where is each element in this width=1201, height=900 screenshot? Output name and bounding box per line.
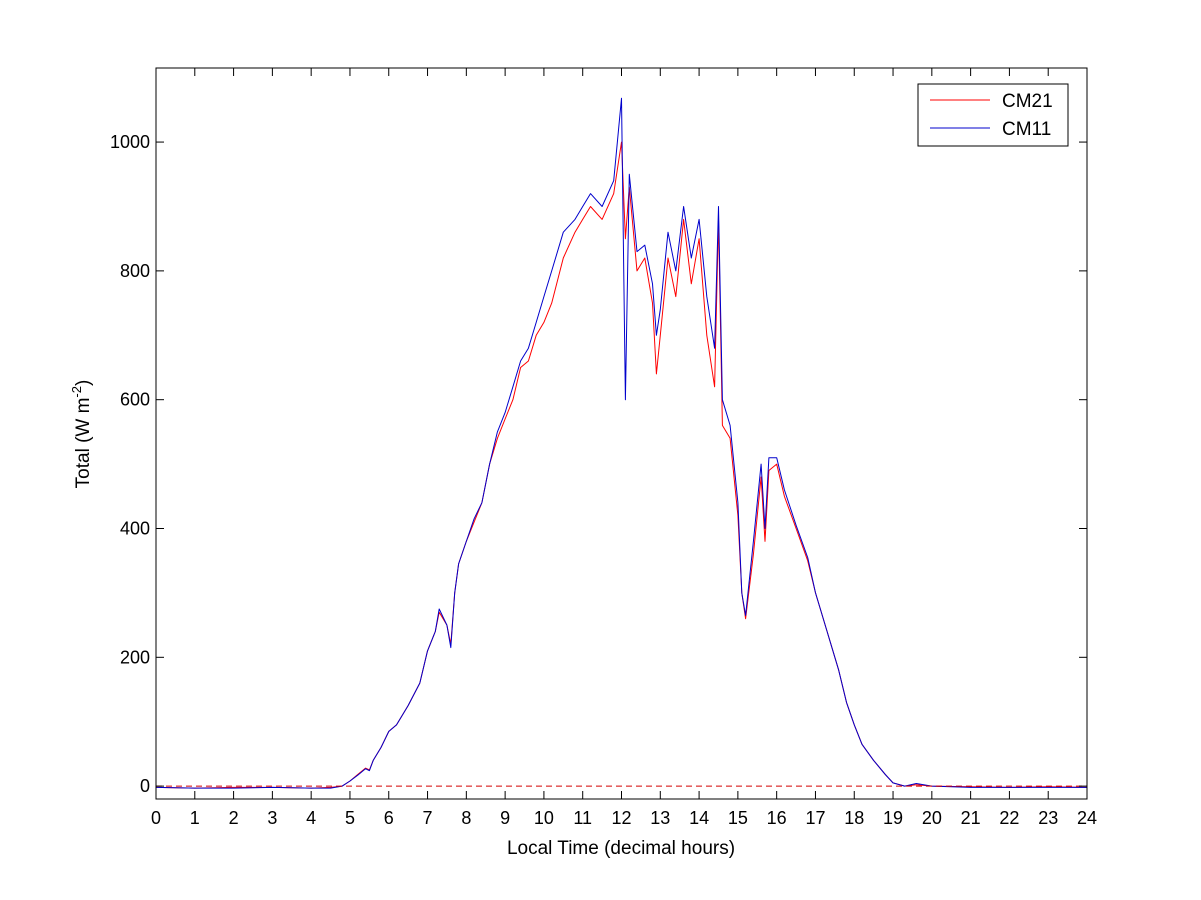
x-tick-label: 24 — [1077, 808, 1097, 828]
x-tick-label: 12 — [611, 808, 631, 828]
y-tick-label: 1000 — [110, 132, 150, 152]
x-tick-label: 11 — [573, 808, 592, 828]
x-tick-label: 7 — [423, 808, 433, 828]
x-tick-label: 9 — [500, 808, 510, 828]
tick-layer: 0 1 2 3 4 5 6 7 8 9 10 11 12 13 14 15 16 17 18 19 20 21 22 23 24… — [110, 68, 1097, 828]
x-tick-label: 10 — [534, 808, 554, 828]
legend: CM21 CM11 — [917, 83, 1069, 147]
legend-label-cm21: CM21 — [1002, 91, 1053, 112]
x-tick-label: 8 — [461, 808, 471, 828]
x-tick-label: 23 — [1038, 808, 1058, 828]
y-tick-label: 800 — [120, 261, 150, 281]
x-tick-label: 3 — [267, 808, 277, 828]
series-line-cm11 — [155, 97, 1087, 789]
x-tick-label: 5 — [345, 808, 355, 828]
y-axis-label-sup: -2 — [69, 386, 84, 398]
plot-area — [156, 68, 1087, 799]
x-tick-label: 14 — [689, 808, 709, 828]
x-tick-label: 17 — [805, 808, 825, 828]
x-tick-label: 21 — [961, 808, 981, 828]
x-tick-label: 2 — [229, 808, 239, 828]
y-tick-label: 400 — [120, 518, 150, 538]
y-tick-label: 200 — [120, 647, 150, 667]
y-tick-label: 0 — [140, 776, 150, 796]
y-axis-label-main: Total (W m — [73, 398, 94, 489]
x-tick-label: 15 — [728, 808, 748, 828]
x-tick-label: 20 — [922, 808, 942, 828]
x-tick-label: 6 — [384, 808, 394, 828]
x-tick-label: 0 — [151, 808, 161, 828]
series-layer — [155, 97, 1088, 789]
legend-label-cm11: CM11 — [1002, 119, 1051, 140]
y-axis-label: Total (W m-2) — [69, 380, 94, 489]
x-axis-label: Local Time (decimal hours) — [507, 838, 735, 859]
x-tick-label: 4 — [306, 808, 316, 828]
x-tick-label: 16 — [767, 808, 787, 828]
x-tick-label: 19 — [883, 808, 903, 828]
x-tick-label: 18 — [844, 808, 864, 828]
y-axis-label-close: ) — [73, 380, 94, 386]
x-tick-label: 22 — [999, 808, 1019, 828]
x-tick-label: 1 — [190, 808, 200, 828]
y-tick-label: 600 — [120, 390, 150, 410]
legend-box — [917, 83, 1069, 147]
x-tick-label: 13 — [650, 808, 670, 828]
